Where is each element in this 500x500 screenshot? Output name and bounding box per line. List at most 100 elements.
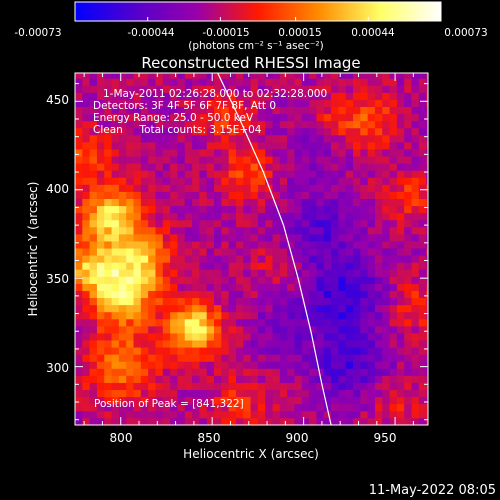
heatmap-cell <box>331 347 339 355</box>
heatmap-cell <box>221 368 230 376</box>
heatmap-cell <box>148 382 156 391</box>
heatmap-cell <box>133 78 142 86</box>
heatmap-cell <box>331 276 339 284</box>
heatmap-cell <box>221 375 230 383</box>
heatmap-cell <box>214 276 222 284</box>
heatmap-cell <box>214 149 222 157</box>
heatmap-cell <box>133 149 142 157</box>
heatmap-cell <box>235 73 244 79</box>
heatmap-cell <box>199 73 208 79</box>
heatmap-cell <box>199 297 208 306</box>
heatmap-cell <box>148 361 156 369</box>
heatmap-cell <box>301 141 310 150</box>
heatmap-cell <box>228 73 237 79</box>
heatmap-cell <box>353 318 361 327</box>
heatmap-cell <box>331 255 339 263</box>
heatmap-cell <box>294 191 303 199</box>
heatmap-cell <box>104 304 112 313</box>
heatmap-cell <box>411 73 420 79</box>
heatmap-cell <box>411 233 420 242</box>
heatmap-cell <box>411 205 420 214</box>
heatmap-cell <box>235 163 244 171</box>
heatmap-cell <box>250 333 259 341</box>
heatmap-cell <box>404 198 412 207</box>
heatmap-cell <box>118 396 127 405</box>
heatmap-cell <box>96 368 105 376</box>
heatmap-cell <box>177 113 186 122</box>
heatmap-cell <box>309 403 317 412</box>
heatmap-cell <box>170 163 178 171</box>
heatmap-cell <box>404 262 412 270</box>
heatmap-cell <box>162 233 171 242</box>
heatmap-cell <box>126 410 134 419</box>
heatmap-cell <box>162 177 171 185</box>
heatmap-cell <box>133 375 142 383</box>
heatmap-cell <box>309 318 317 327</box>
heatmap-cell <box>170 269 178 277</box>
heatmap-cell <box>82 361 91 369</box>
heatmap-cell <box>316 269 325 277</box>
heatmap-cell <box>309 382 317 391</box>
heatmap-cell <box>162 141 171 150</box>
heatmap-cell <box>345 375 354 383</box>
heatmap-cell <box>243 78 251 86</box>
heatmap-cell <box>418 375 427 383</box>
heatmap-cell <box>272 212 281 221</box>
heatmap-cell <box>148 233 156 242</box>
heatmap-cell <box>279 120 288 129</box>
heatmap-cell <box>389 375 398 383</box>
heatmap-cell <box>257 99 266 108</box>
heatmap-cell <box>345 106 354 115</box>
heatmap-cell <box>250 354 259 362</box>
heatmap-cell <box>170 403 178 412</box>
heatmap-cell <box>426 156 428 164</box>
heatmap-cell <box>184 417 193 425</box>
heatmap-cell <box>418 241 427 249</box>
heatmap-cell <box>82 170 91 178</box>
heatmap-cell <box>199 184 208 192</box>
heatmap-cell <box>360 311 369 320</box>
heatmap-cell <box>353 233 361 242</box>
heatmap-cell <box>111 368 120 376</box>
heatmap-cell <box>170 311 178 320</box>
heatmap-cell <box>140 417 149 425</box>
heatmap-cell <box>228 248 237 256</box>
heatmap-cell <box>82 120 91 129</box>
heatmap-cell <box>257 113 266 122</box>
heatmap-cell <box>243 368 251 376</box>
heatmap-cell <box>177 233 186 242</box>
heatmap-cell <box>111 99 120 108</box>
heatmap-cell <box>104 141 112 150</box>
heatmap-cell <box>221 290 230 299</box>
heatmap-cell <box>418 417 427 425</box>
heatmap-cell <box>104 368 112 376</box>
heatmap-cell <box>133 410 142 419</box>
heatmap-cell <box>228 403 237 412</box>
heatmap-cell <box>235 283 244 291</box>
heatmap-cell <box>170 297 178 306</box>
heatmap-cell <box>374 255 383 263</box>
heatmap-cell <box>243 184 251 192</box>
heatmap-cell <box>126 85 134 93</box>
heatmap-cell <box>104 410 112 419</box>
heatmap-cell <box>235 318 244 327</box>
heatmap-cell <box>170 113 178 122</box>
heatmap-cell <box>345 191 354 199</box>
heatmap-cell <box>82 389 91 398</box>
heatmap-cell <box>126 99 134 108</box>
heatmap-cell <box>228 184 237 192</box>
heatmap-cell <box>162 170 171 178</box>
heatmap-cell <box>148 219 156 228</box>
heatmap-cell <box>411 262 420 270</box>
heatmap-cell <box>250 219 259 228</box>
heatmap-cell <box>243 248 251 256</box>
heatmap-cell <box>192 113 200 122</box>
heatmap-cell <box>155 184 164 192</box>
heatmap-cell <box>140 92 149 100</box>
heatmap-cell <box>133 212 142 221</box>
heatmap-cell <box>243 297 251 306</box>
heatmap-cell <box>279 318 288 327</box>
heatmap-cell <box>404 354 412 362</box>
heatmap-cell <box>301 170 310 178</box>
heatmap-cell <box>104 311 112 320</box>
